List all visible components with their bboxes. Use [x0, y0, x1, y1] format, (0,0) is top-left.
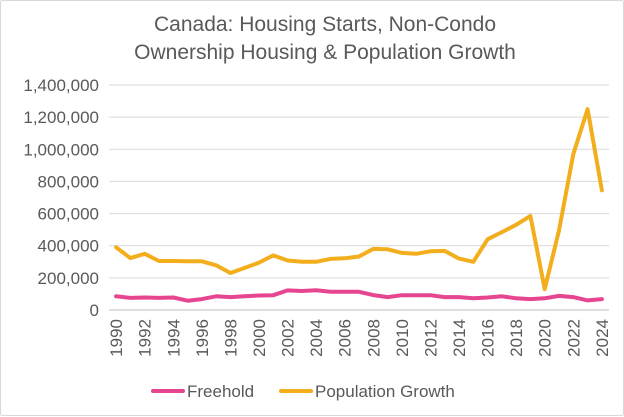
y-tick-label: 1,400,000 [23, 76, 99, 95]
x-tick-label: 1994 [164, 319, 183, 357]
x-tick-label: 2012 [421, 319, 440, 357]
y-axis-tick-labels: 0 200,000 400,000 600,000 800,000 1,000,000 1,… [23, 76, 99, 320]
x-tick-label: 2016 [479, 319, 498, 357]
x-tick-label: 2024 [593, 319, 612, 357]
x-tick-label: 1990 [107, 319, 126, 357]
legend: Freehold Population Growth [153, 382, 455, 401]
chart-title-line-2: Ownership Housing & Population Growth [134, 41, 516, 64]
x-tick-label: 2002 [279, 319, 298, 357]
y-tick-label: 1,000,000 [23, 140, 99, 159]
x-tick-label: 2006 [336, 319, 355, 357]
x-tick-label: 1996 [193, 319, 212, 357]
x-tick-label: 2018 [507, 319, 526, 357]
y-tick-label: 200,000 [38, 269, 99, 288]
x-tick-label: 2008 [364, 319, 383, 357]
gridlines [109, 85, 609, 310]
y-tick-label: 800,000 [38, 172, 99, 191]
chart-title-line-1: Canada: Housing Starts, Non-Condo [154, 13, 496, 36]
legend-label: Population Growth [315, 382, 455, 401]
series-line-population-growth [116, 109, 602, 289]
x-tick-label: 2000 [250, 319, 269, 357]
x-tick-label: 1998 [221, 319, 240, 357]
y-tick-label: 600,000 [38, 205, 99, 224]
x-tick-label: 2020 [536, 319, 555, 357]
y-tick-label: 400,000 [38, 237, 99, 256]
x-tick-label: 2022 [564, 319, 583, 357]
x-tick-label: 1992 [136, 319, 155, 357]
x-tick-label: 2010 [393, 319, 412, 357]
y-tick-label: 0 [90, 301, 99, 320]
x-axis-tick-labels: 1990 1992 1994 1996 1998 2000 2002 2004 2006 2008… [107, 319, 612, 357]
x-tick-label: 2004 [307, 319, 326, 357]
legend-label: Freehold [187, 382, 254, 401]
y-tick-label: 1,200,000 [23, 108, 99, 127]
x-tick-label: 2014 [450, 319, 469, 357]
series-lines [116, 109, 602, 301]
